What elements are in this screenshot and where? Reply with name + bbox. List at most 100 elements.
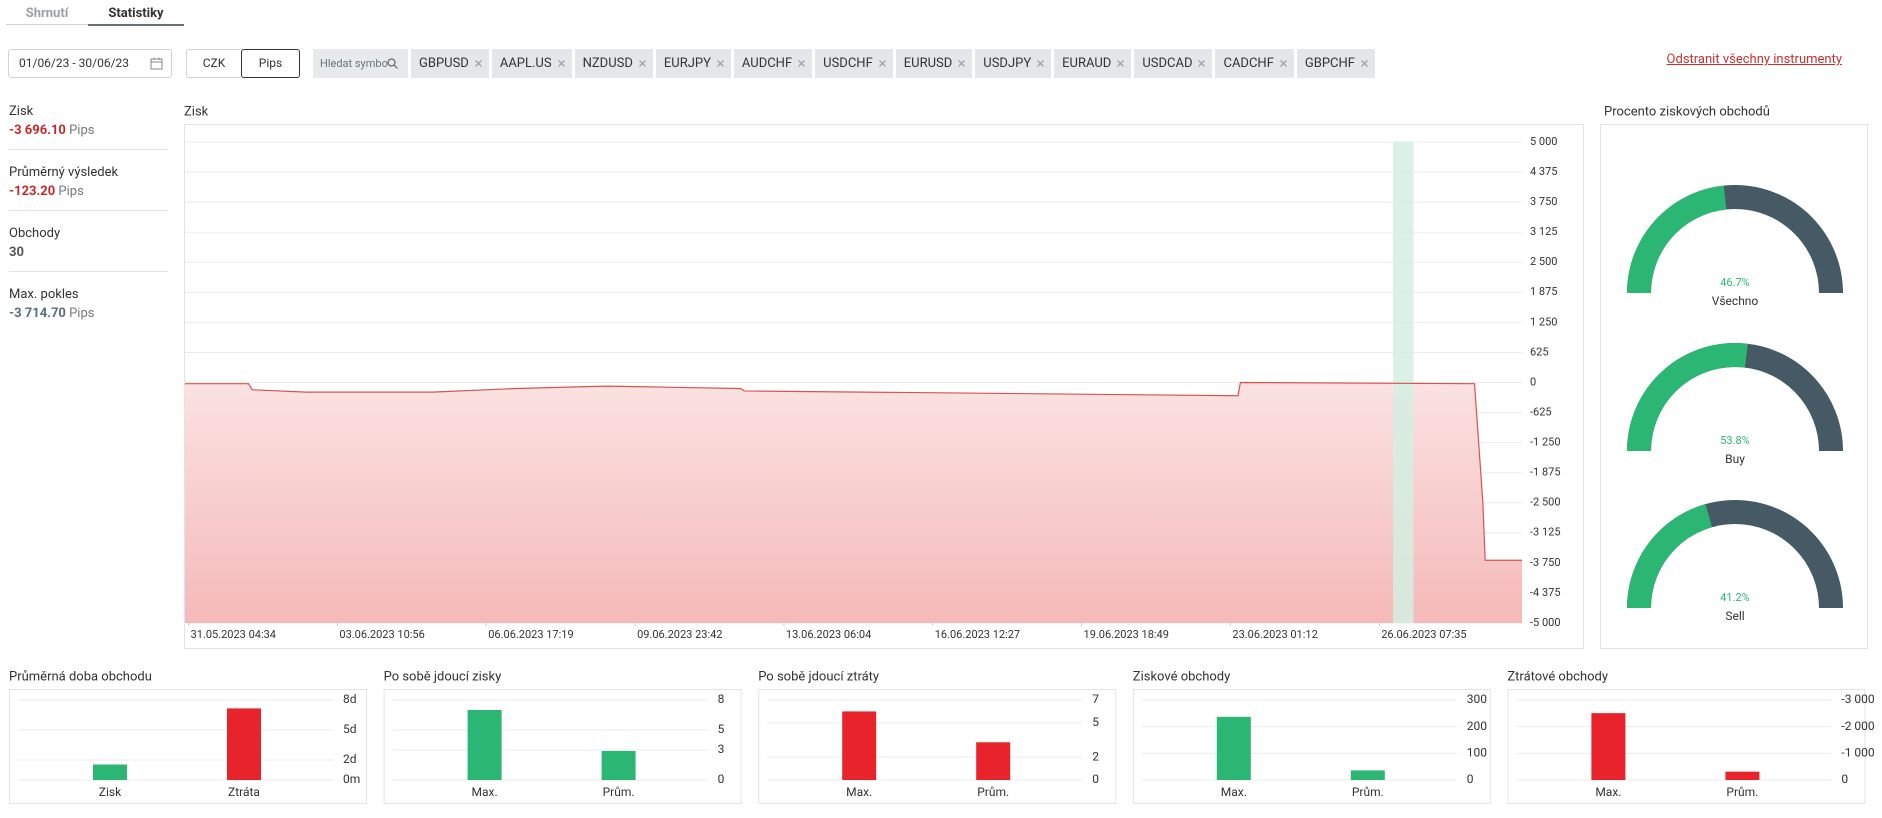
y-tick-label: 7 xyxy=(1092,692,1099,706)
separator xyxy=(9,271,168,272)
instrument-name: CADCHF xyxy=(1223,56,1274,71)
date-range: 01/06/23 - 30/06/23 xyxy=(19,56,130,70)
x-tick-label: 13.06.2023 06:04 xyxy=(786,628,871,641)
instrument-chip[interactable]: NZDUSD xyxy=(574,49,653,78)
remove-icon[interactable] xyxy=(878,60,886,67)
instrument-chip[interactable]: GBPCHF xyxy=(1296,49,1375,78)
tab[interactable]: Shrnutí xyxy=(6,0,88,25)
remove-icon[interactable] xyxy=(1117,60,1125,67)
x-tick-label: 03.06.2023 10:56 xyxy=(339,628,424,641)
unit-button-active[interactable]: Pips xyxy=(241,49,300,78)
y-tick-label: -2 000 xyxy=(1841,719,1875,733)
stat-label: Obchody xyxy=(9,226,61,241)
instrument-name: USDCAD xyxy=(1142,56,1193,71)
remove-icon[interactable] xyxy=(958,60,966,67)
bar xyxy=(227,708,261,780)
y-tick-label: 0m xyxy=(343,772,360,786)
x-tick-label: 16.06.2023 12:27 xyxy=(935,628,1020,641)
profit-area xyxy=(185,382,1522,623)
chart-frame xyxy=(383,689,742,804)
x-tick-label: Max. xyxy=(472,785,498,799)
instrument-chip[interactable]: USDCHF xyxy=(815,49,893,78)
remove-icon[interactable] xyxy=(557,60,565,67)
y-tick-label: 300 xyxy=(1467,692,1487,706)
y-tick-label: 0 xyxy=(1467,772,1474,786)
chart-title: Po sobě jdoucí zisky xyxy=(384,669,502,684)
instrument-name: EURJPY xyxy=(663,56,711,71)
highlight-band xyxy=(1393,142,1414,623)
remove-icon[interactable] xyxy=(798,60,806,67)
remove-icon[interactable] xyxy=(716,60,724,67)
instrument-chip[interactable]: EURUSD xyxy=(895,49,973,78)
x-tick-label: Max. xyxy=(1221,785,1247,799)
chart-title: Procento ziskových obchodů xyxy=(1604,104,1770,119)
y-tick-label: 3 125 xyxy=(1530,225,1557,238)
search-icon xyxy=(387,58,398,69)
y-tick-label: -4 375 xyxy=(1530,586,1561,599)
instrument-chip[interactable]: EURJPY xyxy=(655,49,731,78)
x-tick-label: 26.06.2023 07:35 xyxy=(1381,628,1466,641)
chart-frame xyxy=(1507,689,1866,804)
instrument-filter: Hledat symbo GBPUSD AAPL.US NZDUSD EURJPY AU… xyxy=(313,49,1375,78)
y-tick-label: 3 xyxy=(718,742,725,756)
instrument-chip[interactable]: AUDCHF xyxy=(733,49,813,78)
remove-icon[interactable] xyxy=(1198,60,1206,67)
stat-label: Průměrný výsledek xyxy=(9,165,119,180)
x-tick-label: Prům. xyxy=(977,785,1009,799)
y-tick-label: 5d xyxy=(343,722,357,736)
bar xyxy=(842,711,877,780)
instrument-name: AUDCHF xyxy=(741,56,793,71)
separator xyxy=(9,149,168,150)
chart-title: Ziskové obchody xyxy=(1133,669,1230,684)
stat: Průměrný výsledek -123.20 Pips xyxy=(9,165,168,199)
gauge-label: Buy xyxy=(1725,452,1745,466)
remove-icon[interactable] xyxy=(1037,60,1045,67)
y-tick-label: 8 xyxy=(718,692,725,706)
chart-title: Po sobě jdoucí ztráty xyxy=(758,669,879,684)
tab-bar: Shrnutí Statistiky xyxy=(6,0,184,26)
y-tick-label: 8d xyxy=(343,692,357,706)
instrument-chip[interactable]: USDCAD xyxy=(1134,49,1213,78)
stat-value: -3 714.70 xyxy=(9,306,66,321)
stat-value: 30 xyxy=(9,245,24,260)
x-tick-label: Prům. xyxy=(1726,785,1758,799)
chart-frame xyxy=(758,689,1117,804)
y-tick-label: -1 250 xyxy=(1530,436,1561,449)
chart-title: Průměrná doba obchodu xyxy=(9,669,152,684)
instrument-chip[interactable]: USDJPY xyxy=(975,49,1052,78)
bar xyxy=(1725,771,1760,780)
stat: Max. pokles -3 714.70 Pips xyxy=(9,287,168,321)
instrument-chip[interactable]: EURAUD xyxy=(1054,49,1132,78)
x-tick-label: Ztráta xyxy=(228,785,260,799)
y-tick-label: 0 xyxy=(1530,375,1536,388)
stat-unit: Pips xyxy=(58,184,84,199)
y-tick-label: 0 xyxy=(718,772,725,786)
unit-button[interactable]: CZK xyxy=(186,49,241,78)
instrument-chip[interactable]: CADCHF xyxy=(1215,49,1294,78)
y-tick-label: -3 125 xyxy=(1530,526,1561,539)
instrument-chip[interactable]: GBPUSD xyxy=(411,49,489,78)
gauge-value xyxy=(1627,185,1727,294)
instrument-name: GBPCHF xyxy=(1304,56,1355,71)
instrument-name: USDJPY xyxy=(983,56,1032,71)
remove-icon[interactable] xyxy=(638,60,646,67)
remove-all-link[interactable]: Odstranit všechny instrumenty xyxy=(1666,52,1842,67)
y-tick-label: -1 875 xyxy=(1530,466,1561,479)
instrument-chip[interactable]: AAPL.US xyxy=(491,49,572,78)
calendar-icon xyxy=(150,57,163,70)
tab-active[interactable]: Statistiky xyxy=(88,0,184,26)
search-input[interactable]: Hledat symbo xyxy=(313,49,408,78)
y-tick-label: -625 xyxy=(1530,405,1552,418)
remove-icon[interactable] xyxy=(1361,60,1368,67)
stat-value: -3 696.10 xyxy=(9,123,66,138)
remove-icon[interactable] xyxy=(474,60,482,67)
remove-icon[interactable] xyxy=(1279,60,1287,67)
y-tick-label: 200 xyxy=(1467,719,1487,733)
date-range-input[interactable]: 01/06/23 - 30/06/23 xyxy=(8,49,172,78)
search-placeholder: Hledat symbo xyxy=(320,57,388,70)
x-tick-label: 09.06.2023 23:42 xyxy=(637,628,722,641)
instrument-name: EURAUD xyxy=(1062,56,1112,71)
separator xyxy=(9,210,168,211)
y-tick-label: -3 750 xyxy=(1530,556,1561,569)
